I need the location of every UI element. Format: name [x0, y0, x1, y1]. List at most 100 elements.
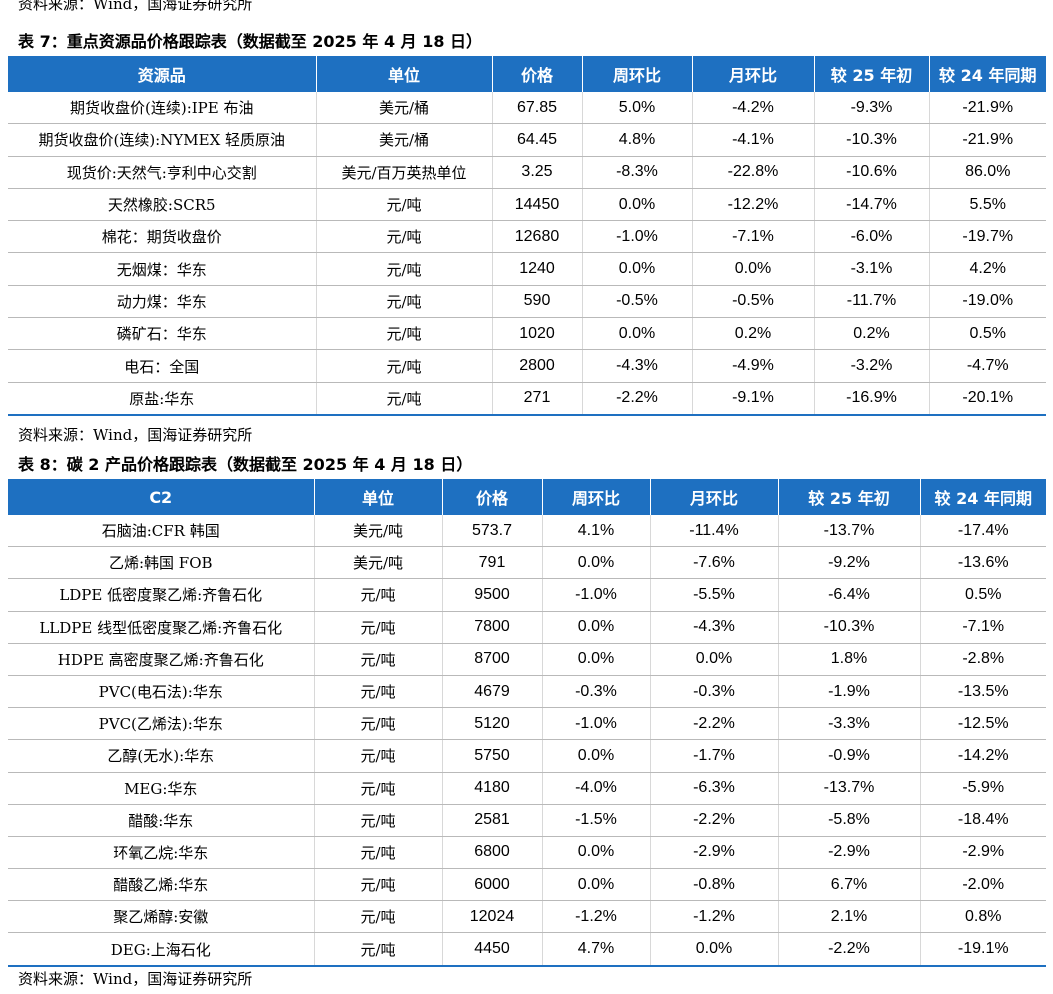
table-row: MEG:华东 元/吨 4180 -4.0% -6.3% -13.7% -5.9% — [8, 772, 1046, 805]
value-cell: -0.3% — [649, 675, 778, 709]
value-cell: 元/吨 — [315, 317, 492, 351]
row-label-cell: 环氧乙烷:华东 — [8, 836, 314, 870]
value-cell: 元/吨 — [315, 285, 492, 319]
table7-header: 较 25 年初 — [813, 56, 929, 92]
table7-header: 周环比 — [581, 56, 692, 92]
value-cell: -16.9% — [813, 382, 929, 416]
table-row: 现货价:天然气:亨利中心交割 美元/百万英热单位 3.25 -8.3% -22.8% -1… — [8, 156, 1046, 189]
value-cell: -19.0% — [928, 285, 1046, 319]
table8-header: 较 25 年初 — [777, 479, 920, 515]
table-row: LDPE 低密度聚乙烯:齐鲁石化 元/吨 9500 -1.0% -5.5% -6.4% 0.… — [8, 578, 1046, 612]
value-cell: 4450 — [441, 932, 542, 967]
value-cell: -1.9% — [777, 675, 920, 709]
value-cell: 美元/吨 — [313, 546, 442, 580]
value-cell: 元/吨 — [315, 382, 492, 416]
value-cell: 5750 — [441, 739, 542, 773]
value-cell: -3.3% — [777, 707, 920, 741]
value-cell: 0.0% — [541, 611, 650, 644]
value-cell: 元/吨 — [313, 675, 442, 709]
table8-header: 价格 — [441, 479, 542, 515]
value-cell: 元/吨 — [315, 220, 492, 254]
value-cell: 0.2% — [691, 317, 814, 351]
table8-body: 石脑油:CFR 韩国 美元/吨 573.7 4.1% -11.4% -13.7% -17.4… — [8, 515, 1046, 967]
value-cell: 573.7 — [441, 515, 542, 548]
value-cell: -9.2% — [777, 546, 920, 580]
table7-body: 期货收盘价(连续):IPE 布油 美元/桶 67.85 5.0% -4.2% -9.3% -… — [8, 92, 1046, 416]
row-label-cell: 现货价:天然气:亨利中心交割 — [8, 156, 316, 189]
row-label-cell: DEG:上海石化 — [8, 932, 314, 967]
value-cell: -10.3% — [813, 123, 929, 157]
row-label-cell: 石脑油:CFR 韩国 — [8, 515, 314, 548]
value-cell: 6.7% — [777, 868, 920, 902]
value-cell: 5.0% — [581, 92, 692, 125]
value-cell: 美元/桶 — [315, 123, 492, 157]
row-label-cell: 聚乙烯醇:安徽 — [8, 900, 314, 934]
table-row: 环氧乙烷:华东 元/吨 6800 0.0% -2.9% -2.9% -2.9% — [8, 836, 1046, 870]
value-cell: 0.0% — [581, 317, 692, 351]
value-cell: 12024 — [441, 900, 542, 934]
row-label-cell: 磷矿石：华东 — [8, 317, 316, 351]
value-cell: -18.4% — [919, 804, 1046, 837]
value-cell: 0.2% — [813, 317, 929, 351]
value-cell: 5.5% — [928, 188, 1046, 222]
value-cell: 0.0% — [541, 868, 650, 902]
table-row: 无烟煤：华东 元/吨 1240 0.0% 0.0% -3.1% 4.2% — [8, 252, 1046, 286]
value-cell: -3.1% — [813, 252, 929, 286]
value-cell: 2.1% — [777, 900, 920, 934]
value-cell: -5.9% — [919, 772, 1046, 805]
value-cell: -2.2% — [649, 804, 778, 837]
value-cell: -0.5% — [691, 285, 814, 319]
row-label-cell: 棉花：期货收盘价 — [8, 220, 316, 254]
value-cell: -0.8% — [649, 868, 778, 902]
value-cell: -6.4% — [777, 578, 920, 612]
table-row: 动力煤：华东 元/吨 590 -0.5% -0.5% -11.7% -19.0% — [8, 285, 1046, 319]
table7-source-note: 资料来源：Wind，国海证券研究所 — [18, 426, 253, 444]
value-cell: -20.1% — [928, 382, 1046, 416]
value-cell: 0.0% — [581, 252, 692, 286]
table-row: 期货收盘价(连续):NYMEX 轻质原油 美元/桶 64.45 4.8% -4.1% -1… — [8, 123, 1046, 157]
value-cell: -11.4% — [649, 515, 778, 548]
table8-source-note: 资料来源：Wind，国海证券研究所 — [18, 970, 253, 988]
value-cell: 2581 — [441, 804, 542, 837]
value-cell: -21.9% — [928, 92, 1046, 125]
value-cell: 元/吨 — [313, 932, 442, 967]
value-cell: -2.2% — [581, 382, 692, 416]
value-cell: -6.0% — [813, 220, 929, 254]
value-cell: -19.7% — [928, 220, 1046, 254]
value-cell: -21.9% — [928, 123, 1046, 157]
value-cell: 8700 — [441, 643, 542, 676]
value-cell: -6.3% — [649, 772, 778, 805]
value-cell: -4.7% — [928, 349, 1046, 383]
value-cell: 4.2% — [928, 252, 1046, 286]
table-row: 乙醇(无水):华东 元/吨 5750 0.0% -1.7% -0.9% -14.2% — [8, 739, 1046, 773]
value-cell: 3.25 — [491, 156, 582, 189]
value-cell: -1.7% — [649, 739, 778, 773]
table8-header: C2 — [8, 479, 314, 515]
value-cell: -1.0% — [581, 220, 692, 254]
row-label-cell: 乙醇(无水):华东 — [8, 739, 314, 773]
table-row: LLDPE 线型低密度聚乙烯:齐鲁石化 元/吨 7800 0.0% -4.3% -10.3… — [8, 611, 1046, 644]
table-row: 棉花：期货收盘价 元/吨 12680 -1.0% -7.1% -6.0% -19.7% — [8, 220, 1046, 254]
value-cell: 590 — [491, 285, 582, 319]
value-cell: -13.7% — [777, 772, 920, 805]
value-cell: 元/吨 — [313, 804, 442, 837]
value-cell: -4.2% — [691, 92, 814, 125]
value-cell: 0.0% — [691, 252, 814, 286]
value-cell: -1.0% — [541, 578, 650, 612]
table7-header-row: 资源品 单位 价格 周环比 月环比 较 25 年初 较 24 年同期 — [8, 56, 1046, 92]
value-cell: 1020 — [491, 317, 582, 351]
table-row: DEG:上海石化 元/吨 4450 4.7% 0.0% -2.2% -19.1% — [8, 932, 1046, 967]
value-cell: -19.1% — [919, 932, 1046, 967]
table7-header: 资源品 — [8, 56, 316, 92]
value-cell: 14450 — [491, 188, 582, 222]
table7-header: 较 24 年同期 — [928, 56, 1046, 92]
value-cell: 美元/吨 — [313, 515, 442, 548]
table-row: PVC(乙烯法):华东 元/吨 5120 -1.0% -2.2% -3.3% -12.5% — [8, 707, 1046, 741]
value-cell: -8.3% — [581, 156, 692, 189]
value-cell: 元/吨 — [313, 868, 442, 902]
value-cell: 12680 — [491, 220, 582, 254]
table-row: 醋酸:华东 元/吨 2581 -1.5% -2.2% -5.8% -18.4% — [8, 804, 1046, 837]
value-cell: 0.0% — [649, 643, 778, 676]
value-cell: -1.0% — [541, 707, 650, 741]
value-cell: -2.9% — [919, 836, 1046, 870]
